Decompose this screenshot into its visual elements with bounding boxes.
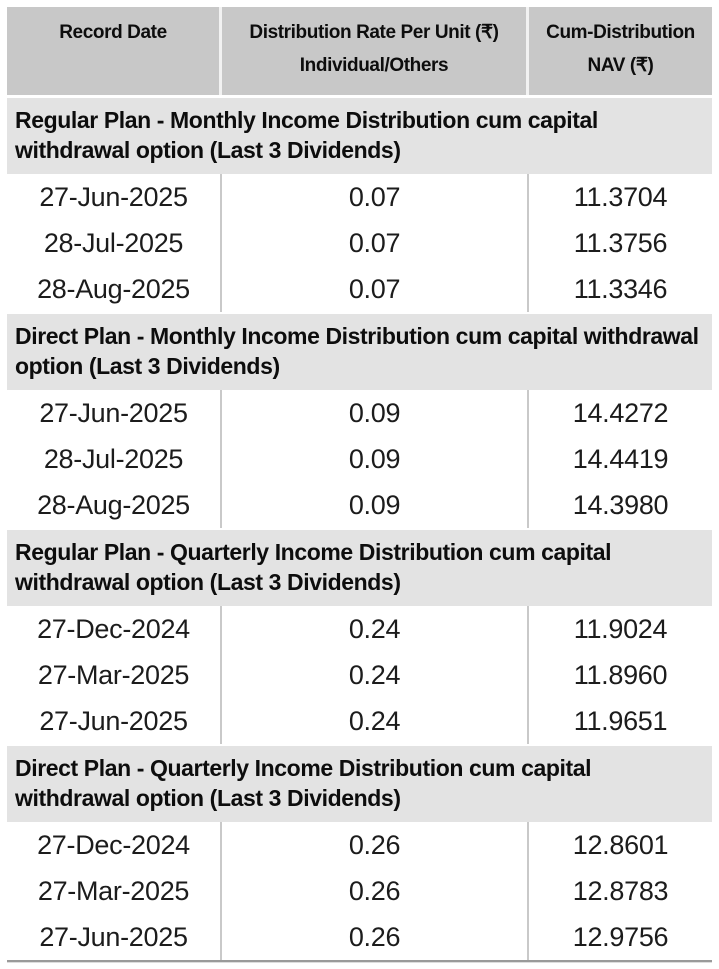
rate-cell: 0.24	[222, 698, 529, 744]
rate-cell: 0.26	[222, 868, 529, 914]
table-row: 27-Jun-2025 0.09 14.4272	[7, 390, 712, 436]
table-row: 27-Dec-2024 0.24 11.9024	[7, 606, 712, 652]
table-row: 28-Aug-2025 0.09 14.3980	[7, 482, 712, 528]
section-title-text: Regular Plan - Monthly Income Distributi…	[15, 107, 598, 163]
table-row: 27-Dec-2024 0.26 12.8601	[7, 822, 712, 868]
section-title-text: Regular Plan - Quarterly Income Distribu…	[15, 539, 612, 595]
nav-cell: 11.8960	[573, 659, 668, 690]
rate-cell: 0.09	[222, 482, 529, 528]
table-row: 28-Aug-2025 0.07 11.3346	[7, 266, 712, 312]
nav-cell: 11.3346	[573, 273, 668, 304]
record-date-cell: 27-Dec-2024	[7, 606, 222, 652]
dividend-history-table: Record Date Distribution Rate Per Unit (…	[7, 7, 712, 963]
rate-cell: 0.09	[222, 436, 529, 482]
header-record-date-label: Record Date	[59, 22, 167, 43]
nav-cell: 11.9651	[573, 705, 668, 736]
record-date-cell: 27-Mar-2025	[7, 868, 222, 914]
header-nav-line2: NAV (₹)	[587, 55, 654, 77]
nav-cell: 12.8783	[572, 875, 669, 906]
header-distribution-rate: Distribution Rate Per Unit (₹) Individua…	[222, 7, 529, 95]
table-row: 27-Jun-2025 0.24 11.9651	[7, 698, 712, 744]
table-row: 27-Jun-2025 0.07 11.3704	[7, 174, 712, 220]
section-title-direct-quarterly: Direct Plan - Quarterly Income Distribut…	[7, 746, 712, 822]
table-header-row: Record Date Distribution Rate Per Unit (…	[7, 7, 712, 95]
header-rate-line2: Individual/Others	[299, 55, 449, 77]
table-row: 27-Jun-2025 0.26 12.9756	[7, 914, 712, 960]
rate-cell: 0.09	[222, 390, 529, 436]
table-row: 27-Mar-2025 0.24 11.8960	[7, 652, 712, 698]
header-cum-distribution-nav: Cum-Distribution NAV (₹)	[529, 7, 712, 95]
nav-cell: 12.8601	[572, 829, 669, 860]
rate-cell: 0.26	[222, 914, 529, 960]
nav-cell: 11.9024	[573, 613, 668, 644]
record-date-cell: 27-Jun-2025	[7, 698, 222, 744]
section-title-text: Direct Plan - Monthly Income Distributio…	[15, 323, 699, 379]
record-date-cell: 28-Jul-2025	[7, 220, 222, 266]
nav-cell: 11.3704	[573, 181, 668, 212]
table-row: 28-Jul-2025 0.09 14.4419	[7, 436, 712, 482]
record-date-cell: 27-Jun-2025	[7, 914, 222, 960]
record-date-cell: 28-Jul-2025	[7, 436, 222, 482]
record-date-cell: 27-Mar-2025	[7, 652, 222, 698]
header-nav-line1: Cum-Distribution	[546, 21, 695, 43]
rate-cell: 0.07	[222, 174, 529, 220]
rate-cell: 0.24	[222, 606, 529, 652]
header-rate-line1: Distribution Rate Per Unit (₹)	[249, 21, 499, 43]
rate-cell: 0.24	[222, 652, 529, 698]
record-date-cell: 28-Aug-2025	[7, 266, 222, 312]
table-bottom-rule	[7, 960, 712, 963]
header-record-date: Record Date	[7, 7, 222, 95]
rate-cell: 0.26	[222, 822, 529, 868]
section-title-text: Direct Plan - Quarterly Income Distribut…	[15, 755, 592, 811]
nav-cell: 14.3980	[572, 489, 669, 520]
nav-cell: 14.4272	[572, 397, 669, 428]
rate-cell: 0.07	[222, 220, 529, 266]
rate-cell: 0.07	[222, 266, 529, 312]
record-date-cell: 27-Dec-2024	[7, 822, 222, 868]
table-row: 28-Jul-2025 0.07 11.3756	[7, 220, 712, 266]
section-title-regular-quarterly: Regular Plan - Quarterly Income Distribu…	[7, 530, 712, 606]
table-row: 27-Mar-2025 0.26 12.8783	[7, 868, 712, 914]
record-date-cell: 28-Aug-2025	[7, 482, 222, 528]
section-title-regular-monthly: Regular Plan - Monthly Income Distributi…	[7, 98, 712, 174]
record-date-cell: 27-Jun-2025	[7, 174, 222, 220]
nav-cell: 12.9756	[572, 921, 669, 952]
section-title-direct-monthly: Direct Plan - Monthly Income Distributio…	[7, 314, 712, 390]
nav-cell: 11.3756	[573, 227, 668, 258]
nav-cell: 14.4419	[572, 443, 669, 474]
record-date-cell: 27-Jun-2025	[7, 390, 222, 436]
